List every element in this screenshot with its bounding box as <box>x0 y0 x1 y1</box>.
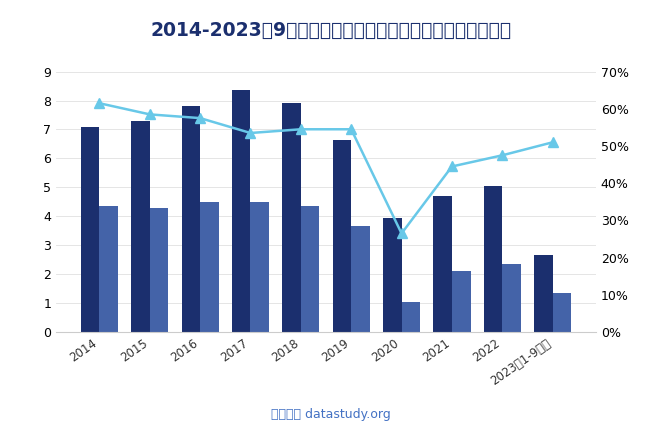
Bar <box>383 218 402 332</box>
Bar <box>99 206 118 332</box>
Bar <box>553 293 571 332</box>
Bar <box>150 207 168 332</box>
Bar <box>502 264 521 332</box>
Text: 数研咨询 datastudy.org: 数研咨询 datastudy.org <box>271 408 391 421</box>
Bar <box>232 90 250 332</box>
Bar <box>452 271 471 332</box>
Bar <box>352 227 370 332</box>
Bar <box>250 202 269 332</box>
Bar <box>131 121 150 332</box>
Bar <box>534 255 553 332</box>
Bar <box>282 103 301 332</box>
Bar <box>181 106 200 332</box>
Bar <box>484 186 502 332</box>
Bar <box>402 302 420 332</box>
Text: 2014-2023年9月威龙股份营业总收入、毛利润及毛利率统计: 2014-2023年9月威龙股份营业总收入、毛利润及毛利率统计 <box>150 21 512 40</box>
Bar <box>81 127 99 332</box>
Bar <box>301 206 320 332</box>
Bar <box>332 140 352 332</box>
Bar <box>434 196 452 332</box>
Bar <box>200 202 218 332</box>
